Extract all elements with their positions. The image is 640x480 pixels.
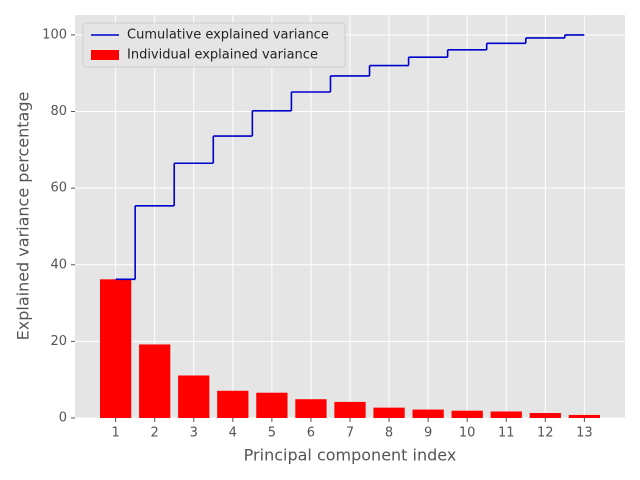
x-tick-label: 13 (576, 426, 593, 441)
y-tick-label: 40 (50, 257, 67, 272)
x-tick-label: 4 (229, 426, 237, 441)
x-tick-label: 2 (151, 426, 159, 441)
bar (373, 407, 405, 418)
bar (139, 344, 171, 418)
x-tick-label: 9 (424, 426, 432, 441)
x-tick-label: 11 (498, 426, 515, 441)
y-tick-label: 20 (50, 334, 67, 349)
x-tick-label: 3 (190, 426, 198, 441)
x-axis-label: Principal component index (244, 446, 457, 465)
x-tick-label: 12 (537, 426, 554, 441)
bar (100, 279, 132, 418)
bar (295, 399, 327, 418)
y-tick-label: 60 (50, 181, 67, 196)
x-tick-label: 8 (385, 426, 393, 441)
y-tick-label: 100 (42, 27, 67, 42)
bar (568, 414, 600, 418)
bar (256, 392, 288, 418)
bar (334, 401, 366, 418)
legend-label: Individual explained variance (127, 48, 318, 63)
y-tick-label: 80 (50, 104, 67, 119)
y-axis-label: Explained variance percentage (14, 92, 33, 341)
bar (451, 410, 483, 418)
x-tick-label: 5 (268, 426, 276, 441)
x-tick-label: 6 (307, 426, 315, 441)
bar (529, 413, 561, 418)
legend-label: Cumulative explained variance (127, 28, 329, 43)
bar (217, 390, 249, 418)
bar (412, 409, 444, 418)
y-tick-label: 0 (59, 411, 67, 426)
legend-box (82, 22, 346, 68)
x-tick-label: 7 (346, 426, 354, 441)
legend-swatch (91, 50, 119, 60)
x-tick-label: 1 (111, 426, 119, 441)
x-tick-label: 10 (459, 426, 476, 441)
bar (490, 411, 522, 418)
bar (178, 375, 210, 418)
